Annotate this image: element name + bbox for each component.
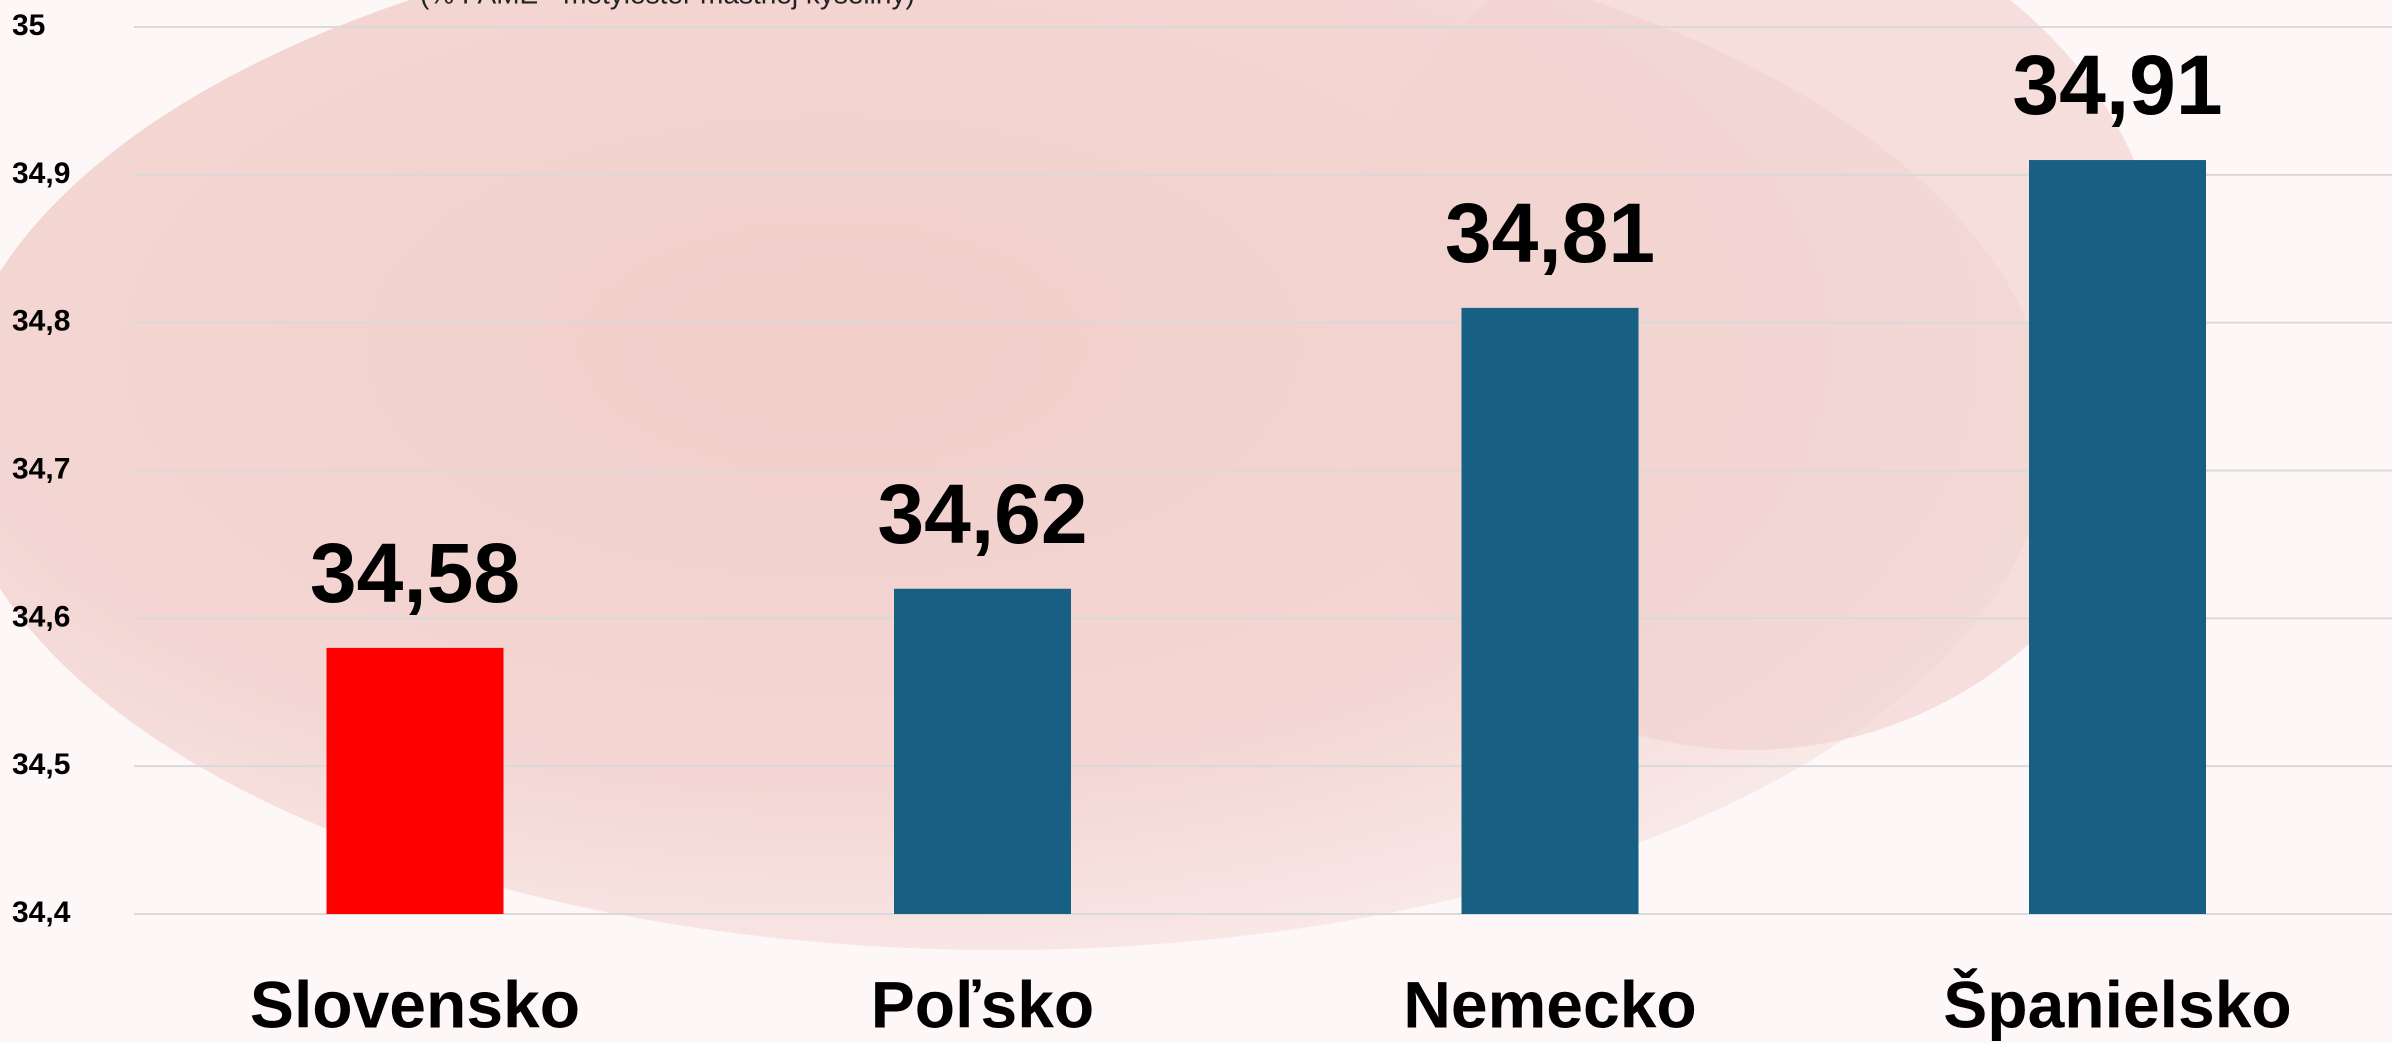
y-tick-label: 34,6 <box>12 600 70 633</box>
data-label: 34,81 <box>1445 186 1655 280</box>
bar <box>326 647 504 914</box>
y-tick-label: 34,5 <box>12 748 70 781</box>
x-tick-label: Španielsko <box>1943 967 2291 1041</box>
data-label: 34,58 <box>310 526 520 620</box>
y-tick-label: 34,7 <box>12 452 70 485</box>
y-tick-label: 34,9 <box>12 157 70 190</box>
data-label: 34,91 <box>2012 38 2222 132</box>
bar <box>2029 160 2206 915</box>
data-label: 34,62 <box>877 467 1087 561</box>
y-tick-label: 34,8 <box>12 305 70 338</box>
x-tick-label: Poľsko <box>871 967 1095 1041</box>
x-tick-label: Slovensko <box>250 967 580 1041</box>
y-tick-label: 35 <box>12 9 45 42</box>
bar <box>1461 307 1639 915</box>
y-tick-label: 34,4 <box>12 896 71 929</box>
chart-subtitle: (% FAME - metylester mastnej kyseliny) <box>420 0 915 9</box>
bar <box>894 588 1071 914</box>
x-tick-label: Nemecko <box>1403 967 1697 1041</box>
